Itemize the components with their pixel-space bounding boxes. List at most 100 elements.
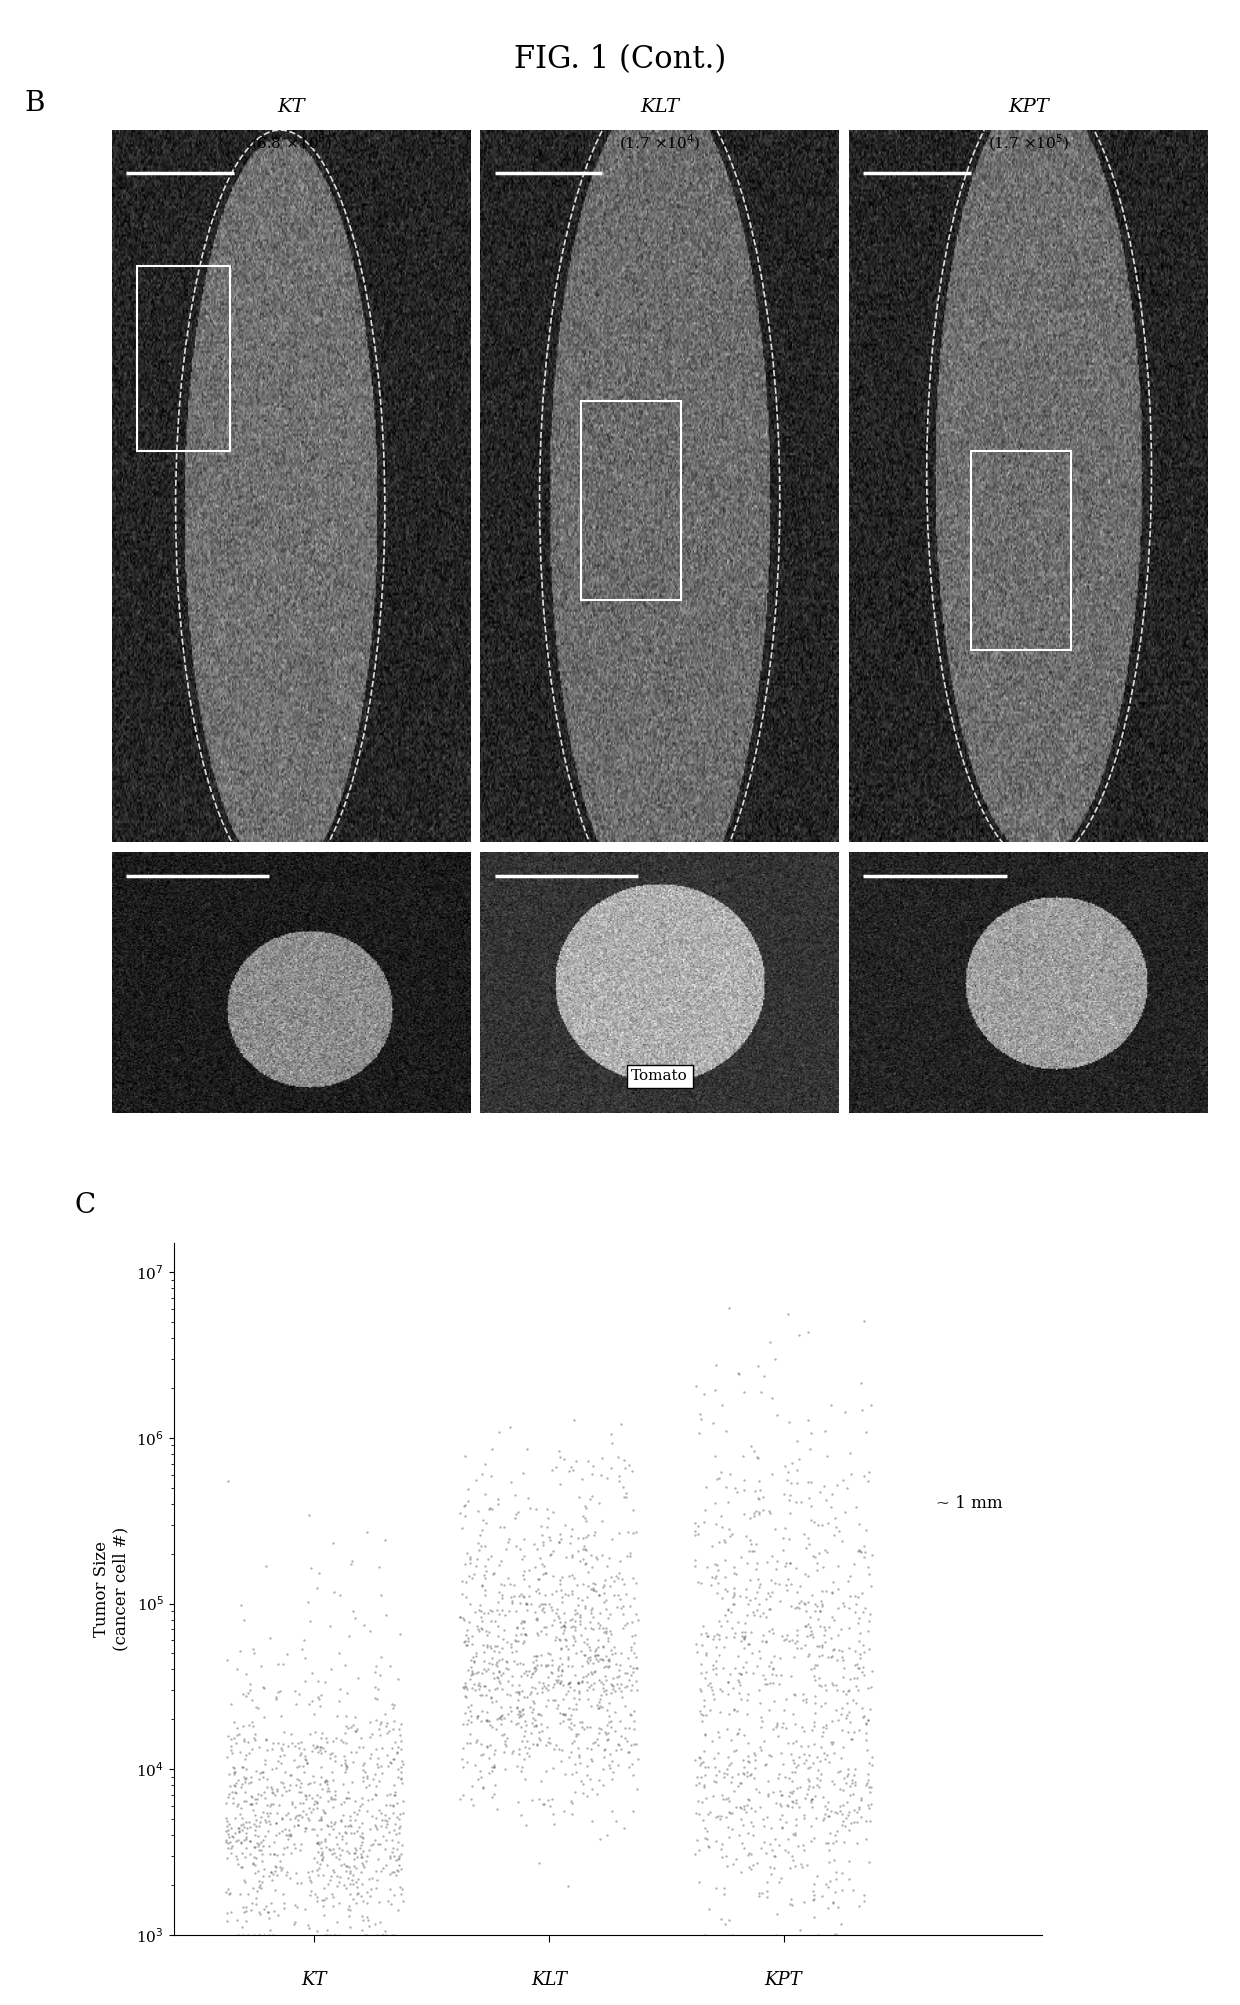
Point xyxy=(844,1716,864,1748)
Point xyxy=(718,1592,738,1624)
Point xyxy=(238,1919,258,1951)
Point xyxy=(805,1780,825,1813)
Point xyxy=(539,1790,559,1823)
Point xyxy=(526,1640,546,1672)
Point xyxy=(371,1640,391,1672)
Point xyxy=(528,1564,548,1596)
Point xyxy=(226,1756,246,1788)
Point xyxy=(799,1730,818,1762)
Point xyxy=(728,1606,748,1638)
Point xyxy=(481,1596,501,1628)
Point xyxy=(513,1692,533,1724)
Point xyxy=(844,1752,864,1784)
Point xyxy=(322,1839,342,1871)
Point xyxy=(232,1911,252,1943)
Point xyxy=(533,1530,553,1562)
Point xyxy=(701,1668,720,1700)
Point xyxy=(578,1648,598,1680)
Point xyxy=(687,1796,707,1829)
Point xyxy=(389,1841,409,1873)
Point xyxy=(381,1859,401,1891)
Point xyxy=(465,1596,485,1628)
Point xyxy=(219,1877,239,1909)
Point xyxy=(732,1616,751,1648)
Bar xyxy=(580,401,681,599)
Point xyxy=(765,1514,785,1546)
Point xyxy=(533,1526,553,1558)
Point xyxy=(515,1742,534,1774)
Point xyxy=(707,1576,727,1608)
Point xyxy=(626,1664,646,1696)
Point xyxy=(574,1626,594,1658)
Point xyxy=(719,1796,739,1829)
Point xyxy=(496,1644,516,1676)
Point xyxy=(796,1744,816,1776)
Point xyxy=(542,1658,562,1690)
Point xyxy=(849,1534,869,1566)
Point xyxy=(342,1883,362,1915)
Point xyxy=(497,1646,517,1678)
Point xyxy=(487,1672,507,1704)
Point xyxy=(763,1381,782,1414)
Point xyxy=(453,1578,472,1610)
Point xyxy=(626,1728,646,1760)
Point xyxy=(548,1652,568,1684)
Point xyxy=(763,1458,782,1490)
Point xyxy=(310,1849,330,1881)
Point xyxy=(606,1734,626,1766)
Point xyxy=(543,1536,563,1568)
Point xyxy=(569,1674,589,1706)
Point xyxy=(458,1538,477,1570)
Point xyxy=(832,1809,852,1841)
Point xyxy=(357,1841,377,1873)
Point xyxy=(534,1670,554,1702)
Point xyxy=(717,1416,737,1448)
Point xyxy=(754,1811,774,1843)
Point xyxy=(692,1566,712,1598)
Point xyxy=(470,1590,490,1622)
Point xyxy=(841,1778,861,1811)
Point xyxy=(373,1821,393,1853)
Point xyxy=(450,1600,470,1632)
Point xyxy=(371,1855,391,1887)
Point xyxy=(823,1887,843,1919)
Point xyxy=(527,1648,547,1680)
Point xyxy=(325,1919,345,1951)
Point xyxy=(554,1610,574,1642)
Point xyxy=(500,1524,520,1556)
Point xyxy=(807,1630,827,1662)
Point xyxy=(837,1760,857,1792)
Point xyxy=(285,1802,305,1835)
Point xyxy=(766,1710,786,1742)
Point xyxy=(320,1919,340,1951)
Point xyxy=(812,1510,832,1542)
Point xyxy=(536,1672,556,1704)
Point xyxy=(577,1622,596,1654)
Point xyxy=(278,1823,298,1855)
Point xyxy=(325,1774,345,1807)
Point xyxy=(498,1596,518,1628)
Point xyxy=(580,1640,600,1672)
Point xyxy=(512,1458,532,1490)
Point xyxy=(372,1919,392,1951)
Point xyxy=(753,1802,773,1835)
Point xyxy=(515,1522,534,1554)
Point xyxy=(458,1474,477,1506)
Point xyxy=(593,1630,613,1662)
Point xyxy=(391,1718,410,1750)
Point xyxy=(384,1857,404,1889)
Point xyxy=(299,1909,319,1941)
Point xyxy=(565,1446,585,1478)
Point xyxy=(382,1857,402,1889)
Point xyxy=(696,1698,715,1730)
Point xyxy=(491,1672,511,1704)
Point xyxy=(250,1899,270,1931)
Point xyxy=(738,1740,758,1772)
Point xyxy=(367,1855,387,1887)
Point xyxy=(779,1837,799,1869)
Point xyxy=(629,1604,649,1636)
Point xyxy=(314,1873,334,1905)
Point xyxy=(325,1782,345,1815)
Point xyxy=(832,1692,852,1724)
Point xyxy=(621,1634,641,1666)
